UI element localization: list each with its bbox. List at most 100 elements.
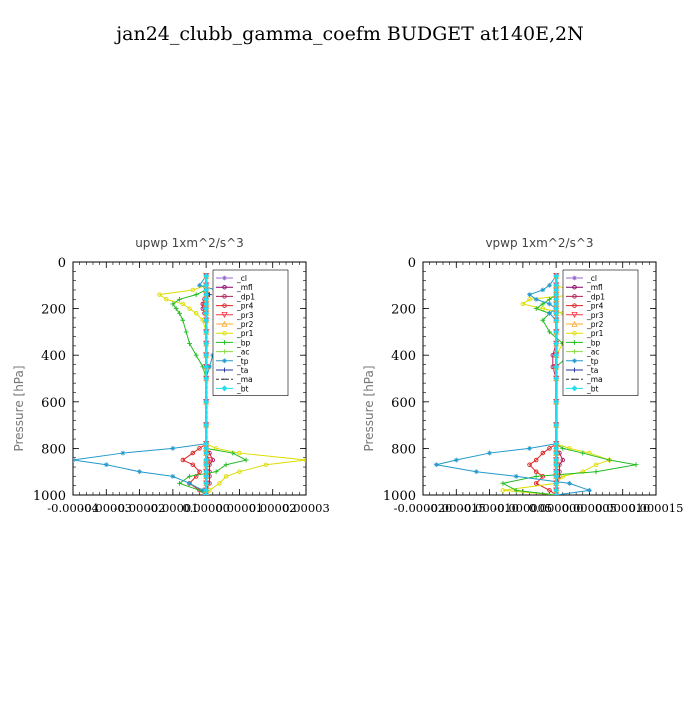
data-point bbox=[527, 292, 532, 298]
data-point bbox=[553, 375, 560, 382]
data-point bbox=[593, 462, 599, 467]
data-point bbox=[487, 450, 492, 456]
legend-marker bbox=[572, 284, 577, 290]
data-point bbox=[553, 398, 560, 405]
legend-label: _pr3 bbox=[236, 311, 254, 320]
data-point bbox=[187, 480, 192, 486]
data-point bbox=[533, 457, 539, 463]
x-tick-label: -0.000020 bbox=[394, 501, 453, 515]
data-point bbox=[203, 450, 210, 457]
legend-marker bbox=[221, 320, 228, 327]
x-tick-label: -0.00004 bbox=[47, 501, 98, 515]
data-point bbox=[560, 457, 566, 463]
data-point bbox=[163, 297, 169, 302]
data-point bbox=[593, 469, 599, 475]
data-point bbox=[137, 469, 142, 475]
x-tick-label: 0.00003 bbox=[282, 501, 330, 515]
data-point bbox=[203, 317, 210, 324]
data-point bbox=[533, 473, 539, 479]
data-point bbox=[533, 469, 539, 474]
series_pr4 bbox=[527, 273, 559, 495]
data-point bbox=[203, 422, 210, 429]
x-tick-label: 0.00001 bbox=[216, 501, 264, 515]
x-tick-label: -0.000005 bbox=[493, 501, 552, 515]
x-tick-label: 0.000015 bbox=[629, 501, 684, 515]
plot-frame bbox=[422, 261, 657, 496]
data-point bbox=[533, 306, 539, 311]
series-line bbox=[172, 275, 248, 495]
y-tick-label: 400 bbox=[41, 349, 66, 364]
data-point bbox=[200, 487, 206, 493]
data-point bbox=[553, 422, 560, 429]
data-point bbox=[193, 292, 199, 298]
legend-label: _ta bbox=[236, 366, 248, 375]
data-point bbox=[513, 473, 519, 479]
data-point bbox=[527, 462, 532, 467]
legend-label: _ac bbox=[236, 348, 249, 357]
chart-title: upwp 1xm^2/s^3 bbox=[135, 236, 244, 250]
legend-marker bbox=[222, 330, 227, 336]
data-point bbox=[190, 287, 196, 293]
data-point bbox=[203, 375, 210, 382]
x-tick-label: -0.00001 bbox=[147, 501, 198, 515]
data-point bbox=[533, 296, 539, 302]
legend-marker bbox=[572, 294, 577, 299]
legend-marker bbox=[572, 358, 577, 364]
data-point bbox=[540, 450, 546, 456]
data-point bbox=[237, 450, 242, 456]
data-point bbox=[580, 450, 586, 456]
legend-label: _tp bbox=[586, 357, 599, 366]
data-point bbox=[560, 446, 566, 451]
legend-label: _ma bbox=[586, 375, 603, 384]
data-point bbox=[203, 310, 210, 317]
legend-marker bbox=[571, 312, 578, 319]
legend-marker bbox=[222, 294, 227, 299]
data-point bbox=[170, 301, 176, 307]
figure-title: jan24_clubb_gamma_coefm BUDGET at140E,2N bbox=[114, 23, 584, 45]
legend: _cl_mfl_dp1_pr4_pr3_pr2_pr1_bp_ac_tp_ta_… bbox=[562, 269, 639, 396]
y-tick-label: 400 bbox=[391, 349, 416, 364]
data-point bbox=[553, 473, 560, 480]
x-tick-label: -0.000010 bbox=[460, 501, 519, 515]
data-point bbox=[183, 329, 189, 335]
legend-label: _bp bbox=[586, 338, 601, 347]
legend-label: _pr3 bbox=[586, 311, 604, 320]
data-point bbox=[190, 450, 196, 456]
legend-label: _pr2 bbox=[236, 320, 254, 329]
data-point bbox=[263, 462, 269, 467]
legend-marker bbox=[222, 284, 227, 290]
data-point bbox=[173, 306, 179, 311]
legend-marker bbox=[222, 275, 227, 281]
data-point bbox=[553, 273, 560, 279]
plot-area bbox=[433, 272, 639, 495]
data-point bbox=[243, 457, 249, 463]
legend-marker bbox=[572, 330, 577, 336]
legend-marker bbox=[222, 349, 227, 354]
legend-label: _ac bbox=[586, 348, 599, 357]
data-point bbox=[193, 352, 199, 358]
legend-marker bbox=[221, 385, 228, 392]
data-point bbox=[193, 311, 199, 316]
data-point bbox=[553, 317, 560, 324]
y-tick-label: 800 bbox=[41, 442, 66, 457]
data-point bbox=[237, 469, 242, 474]
data-point bbox=[203, 363, 210, 370]
data-point bbox=[553, 352, 560, 359]
data-point bbox=[203, 480, 210, 487]
legend-label: _cl bbox=[236, 274, 247, 283]
data-point bbox=[567, 480, 572, 486]
data-point bbox=[207, 364, 212, 370]
plot-frame bbox=[72, 261, 307, 496]
data-point bbox=[520, 301, 526, 307]
data-point bbox=[587, 487, 592, 493]
y-tick-label: 1000 bbox=[383, 489, 416, 504]
y-tick-label: 0 bbox=[408, 256, 416, 271]
y-tick-label: 800 bbox=[391, 442, 416, 457]
data-point bbox=[170, 473, 176, 479]
data-point bbox=[547, 329, 552, 335]
data-point bbox=[180, 457, 186, 463]
x-tick-label: 0.000000 bbox=[529, 501, 584, 515]
x-tick-label: -0.00002 bbox=[114, 501, 165, 515]
